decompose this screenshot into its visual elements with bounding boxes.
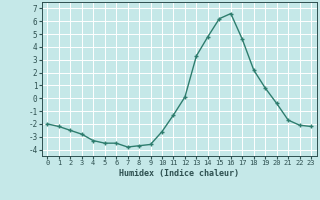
X-axis label: Humidex (Indice chaleur): Humidex (Indice chaleur): [119, 169, 239, 178]
